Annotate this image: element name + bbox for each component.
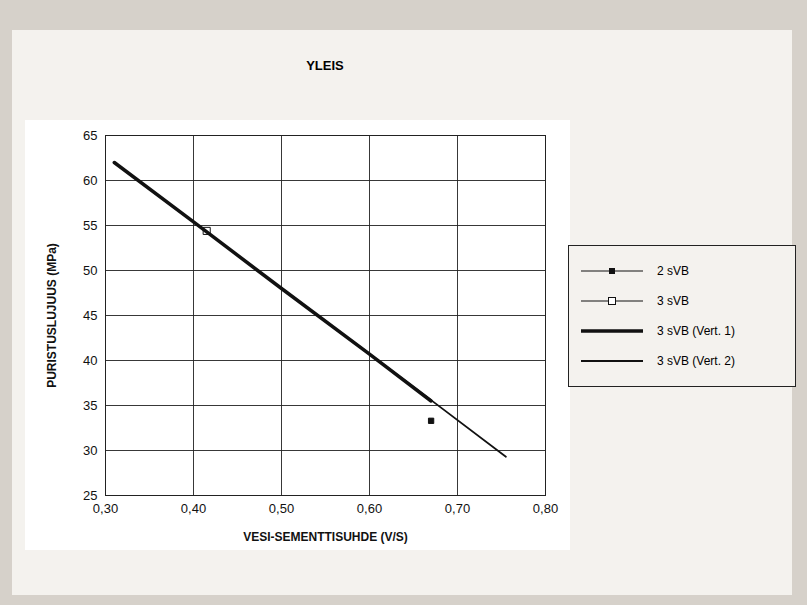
svg-text:60: 60 [83,173,97,188]
svg-text:0,30: 0,30 [93,501,118,516]
svg-text:30: 30 [83,443,97,458]
svg-text:0,40: 0,40 [181,501,206,516]
html-text:3 sVB (Vert. 1): 3 sVB (Vert. 1) [657,324,735,338]
svg-text:0,70: 0,70 [445,501,470,516]
svg-text:0,80: 0,80 [533,501,558,516]
svg-text:50: 50 [83,263,97,278]
svg-text:25: 25 [83,487,98,503]
html-text:2 sVB: 2 sVB [657,264,689,278]
svg-text:35: 35 [83,398,97,413]
svg-text:65: 65 [83,128,97,143]
svg-text:0,50: 0,50 [269,501,294,516]
svg-text:PURISTUSLUJUUS (MPa): PURISTUSLUJUUS (MPa) [45,243,59,388]
html-text:YLEIS: YLEIS [306,58,344,73]
html-text:3 sVB (Vert. 2): 3 sVB (Vert. 2) [657,354,735,368]
svg-text:45: 45 [83,308,97,323]
svg-text:0,60: 0,60 [357,501,382,516]
svg-text:40: 40 [83,353,97,368]
html-text:3 sVB: 3 sVB [657,294,689,308]
svg-text:55: 55 [83,218,97,233]
svg-text:VESI-SEMENTTISUHDE (V/S): VESI-SEMENTTISUHDE (V/S) [243,530,408,544]
